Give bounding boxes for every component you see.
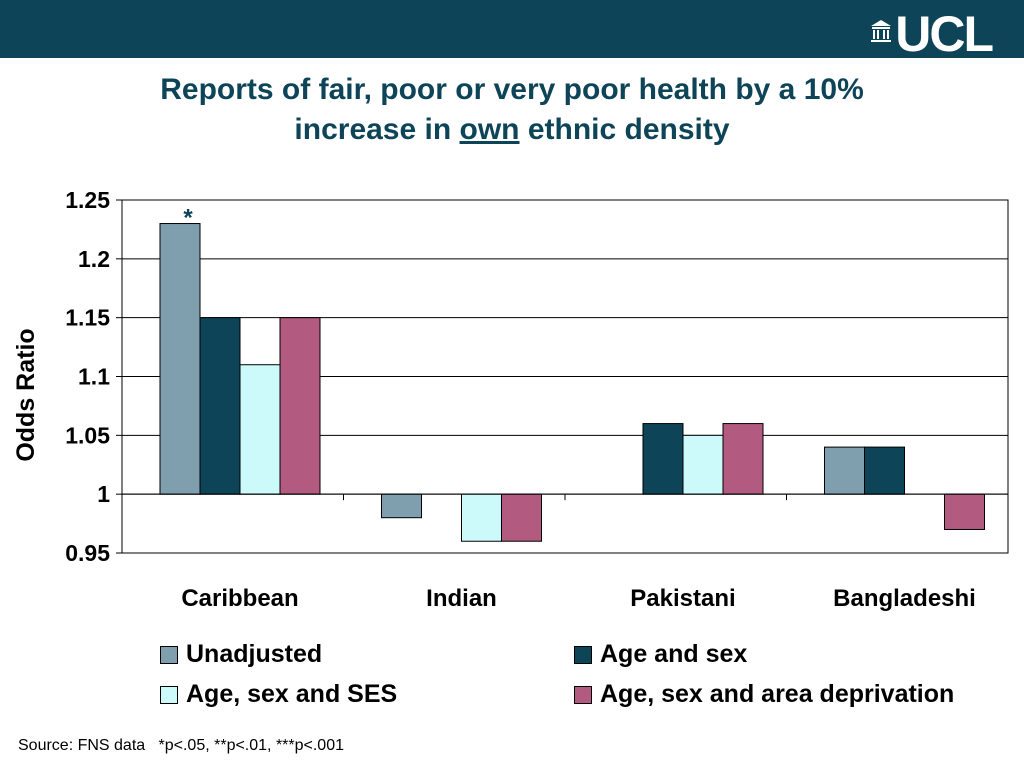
bar-chart: 0.95 1 1.05 1.1 1.15 1.2 1.25 Caribbean Indian Pa… bbox=[12, 187, 1009, 612]
legend-item: Age, sex and area deprivation bbox=[574, 680, 954, 709]
legend-item: Age, sex and SES bbox=[160, 680, 397, 709]
bar bbox=[722, 423, 764, 495]
plot-border bbox=[121, 199, 1009, 554]
legend-label: Age, sex and area deprivation bbox=[600, 680, 955, 708]
page-title: Reports of fair, poor or very poor healt… bbox=[0, 70, 1024, 150]
bar bbox=[279, 317, 321, 495]
y-tick-label: 1.1 bbox=[78, 364, 110, 390]
y-tick-label: 1.2 bbox=[78, 246, 110, 272]
y-tick-label: 0.95 bbox=[65, 540, 110, 566]
title-line-2-start: increase in bbox=[294, 113, 460, 146]
y-tick-label: 1.25 bbox=[65, 187, 110, 213]
bar bbox=[642, 423, 684, 495]
legend-label: Unadjusted bbox=[186, 640, 323, 668]
x-tick-label: Bangladeshi bbox=[833, 585, 976, 612]
bar bbox=[461, 493, 502, 542]
y-tick-label: 1 bbox=[97, 481, 110, 507]
legend-label: Age and sex bbox=[600, 640, 748, 668]
x-tick-label: Caribbean bbox=[181, 585, 298, 612]
bar bbox=[381, 493, 422, 519]
title-underlined-word: own bbox=[459, 113, 520, 146]
bar bbox=[199, 317, 241, 495]
bar bbox=[239, 364, 281, 495]
y-tick-label: 1.05 bbox=[65, 422, 110, 448]
logo-text: UCL bbox=[895, 6, 994, 62]
title-line-2: increase in own ethnic density bbox=[0, 110, 1024, 150]
bar bbox=[944, 493, 985, 530]
source-note: Source: FNS data *p<.05, **p<.01, ***p<.… bbox=[18, 737, 344, 754]
x-tick-label: Pakistani bbox=[630, 585, 735, 612]
title-line-2-end: ethnic density bbox=[519, 113, 730, 146]
x-tick-label: Indian bbox=[426, 585, 497, 612]
portico-icon bbox=[871, 20, 892, 42]
header-bar: UCL bbox=[0, 0, 1024, 62]
axis-labels: 0.95 1 1.05 1.1 1.15 1.2 1.25 Caribbean Indian Pa… bbox=[65, 187, 976, 612]
legend-label: Age, sex and SES bbox=[186, 680, 398, 708]
significance-marker: * bbox=[183, 205, 193, 232]
y-tick-label: 1.15 bbox=[65, 305, 110, 331]
bar bbox=[159, 223, 201, 495]
legend-swatch bbox=[160, 685, 178, 704]
bar bbox=[682, 434, 724, 495]
bar bbox=[501, 493, 542, 542]
plot-frame bbox=[116, 199, 1009, 554]
title-line-1: Reports of fair, poor or very poor healt… bbox=[160, 73, 864, 106]
legend-swatch bbox=[574, 645, 592, 664]
legend-item: Age and sex bbox=[574, 640, 747, 669]
y-axis-title: Odds Ratio bbox=[12, 328, 40, 461]
bars bbox=[159, 223, 985, 542]
legend-item: Unadjusted bbox=[160, 640, 322, 669]
legend-swatch bbox=[160, 645, 178, 664]
legend-swatch bbox=[574, 685, 592, 704]
bar bbox=[824, 446, 865, 495]
ucl-logo: UCL bbox=[871, 6, 994, 62]
bar bbox=[864, 446, 905, 495]
